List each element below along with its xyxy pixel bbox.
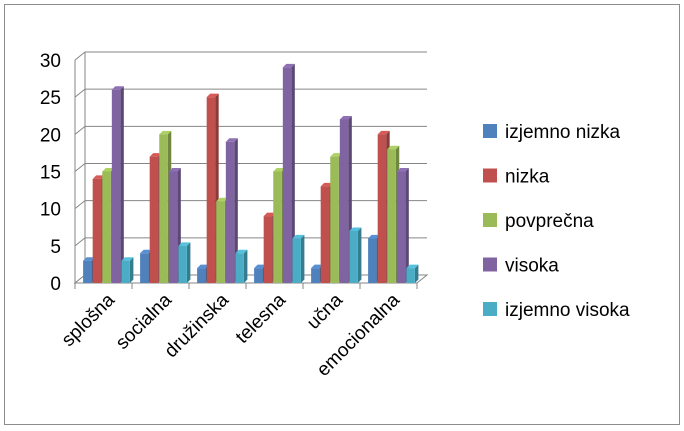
bar-top: [102, 168, 115, 172]
y-tick-label: 10: [40, 200, 61, 221]
y-tick-label: 0: [50, 274, 61, 295]
chart-frame: 0 5 10 15 20 25 30 splošna socialna družinska tele…: [4, 4, 680, 425]
bar-side: [234, 138, 238, 283]
bar-top: [349, 227, 362, 231]
bar-povprečna-3: [273, 171, 282, 283]
bar-izjemno-nizka-0: [83, 260, 92, 283]
bar-top: [149, 153, 162, 157]
bar-visoka-0: [111, 89, 121, 283]
x-tick-label: učna: [303, 289, 347, 333]
bar-top: [159, 130, 172, 135]
bar-visoka-3: [282, 67, 292, 283]
bar-visoka-4: [339, 119, 349, 283]
bar-side: [186, 242, 191, 283]
bar-izjemno-nizka-5: [368, 238, 377, 283]
legend-swatch: [483, 124, 497, 138]
side-gridline: [74, 88, 86, 98]
bar-top: [178, 242, 191, 246]
bar-izjemno-visoka-1: [178, 245, 187, 283]
bar-izjemno-visoka-4: [349, 230, 358, 283]
bar-visoka-2: [225, 141, 235, 283]
legend-swatch: [483, 257, 497, 272]
side-gridline: [74, 125, 86, 135]
bar-povprečna-5: [387, 149, 396, 283]
bar-chart: 051015202530splošnasocialnadružinskatele…: [40, 51, 630, 381]
legend-swatch: [483, 302, 497, 316]
bar-nizka-4: [320, 186, 330, 283]
bar-top: [263, 212, 276, 217]
bar-top: [330, 153, 343, 157]
bar-top: [339, 115, 352, 120]
legend-label: visoka: [505, 256, 559, 277]
legend-swatch: [483, 168, 497, 183]
bar-izjemno-nizka-4: [311, 268, 320, 283]
x-tick-label: splošna: [58, 289, 119, 350]
bar-nizka-2: [206, 97, 216, 284]
bar-top: [140, 249, 153, 254]
bar-top: [235, 249, 248, 254]
legend-label: izjemno visoka: [505, 300, 630, 321]
bar-top: [396, 168, 409, 172]
bar-top: [282, 63, 295, 68]
legend-label: povprečna: [505, 211, 594, 232]
bar-nizka-3: [263, 216, 273, 283]
bar-visoka-1: [168, 171, 178, 283]
bar-izjemno-nizka-1: [140, 253, 149, 283]
side-gridline: [74, 163, 86, 172]
bar-top: [83, 257, 96, 261]
bar-side: [300, 234, 305, 283]
bar-top: [121, 257, 134, 261]
bar-povprečna-1: [159, 134, 168, 283]
y-tick-label: 5: [50, 237, 61, 258]
y-tick-label: 15: [40, 163, 61, 184]
bar-top: [111, 86, 124, 90]
bar-top: [206, 93, 219, 98]
bar-top: [197, 264, 210, 269]
bar-povprečna-2: [216, 201, 225, 283]
y-tick-label: 25: [40, 88, 61, 109]
bar-nizka-0: [92, 178, 102, 283]
bar-nizka-5: [377, 134, 387, 283]
bar-top: [406, 264, 419, 269]
bar-top: [216, 197, 229, 202]
bar-izjemno-visoka-0: [121, 260, 130, 283]
bar-top: [273, 168, 286, 172]
bar-izjemno-nizka-2: [197, 268, 206, 283]
bar-top: [168, 168, 181, 172]
bar-top: [368, 234, 381, 239]
bar-visoka-5: [396, 171, 406, 283]
legend-swatch: [483, 213, 497, 227]
bar-side: [129, 257, 134, 283]
bar-povprečna-4: [330, 156, 339, 283]
bar-top: [320, 182, 333, 187]
side-gridline: [74, 237, 86, 247]
legend-label: nizka: [505, 167, 550, 188]
side-gridline: [74, 51, 86, 61]
bar-side: [243, 249, 248, 283]
bar-izjemno-visoka-5: [406, 268, 415, 283]
bar-side: [357, 227, 362, 283]
side-gridline: [74, 200, 86, 210]
x-tick-label: telesna: [232, 289, 290, 347]
bar-izjemno-visoka-2: [235, 253, 244, 283]
bar-povprečna-0: [102, 171, 111, 283]
bar-top: [377, 130, 390, 135]
bar-top: [254, 264, 267, 269]
bar-side: [120, 86, 124, 283]
bar-izjemno-nizka-3: [254, 268, 263, 283]
bar-side: [414, 264, 419, 283]
bar-nizka-1: [149, 156, 159, 283]
bar-izjemno-visoka-3: [292, 238, 301, 283]
bar-top: [225, 138, 238, 142]
y-tick-label: 30: [40, 51, 61, 72]
bar-top: [387, 145, 400, 150]
legend-label: izjemno nizka: [505, 122, 621, 143]
bar-side: [291, 63, 295, 283]
bar-side: [405, 168, 409, 283]
bar-top: [92, 175, 105, 179]
bar-top: [311, 264, 324, 269]
y-tick-label: 20: [40, 125, 61, 146]
bar-top: [292, 234, 305, 239]
